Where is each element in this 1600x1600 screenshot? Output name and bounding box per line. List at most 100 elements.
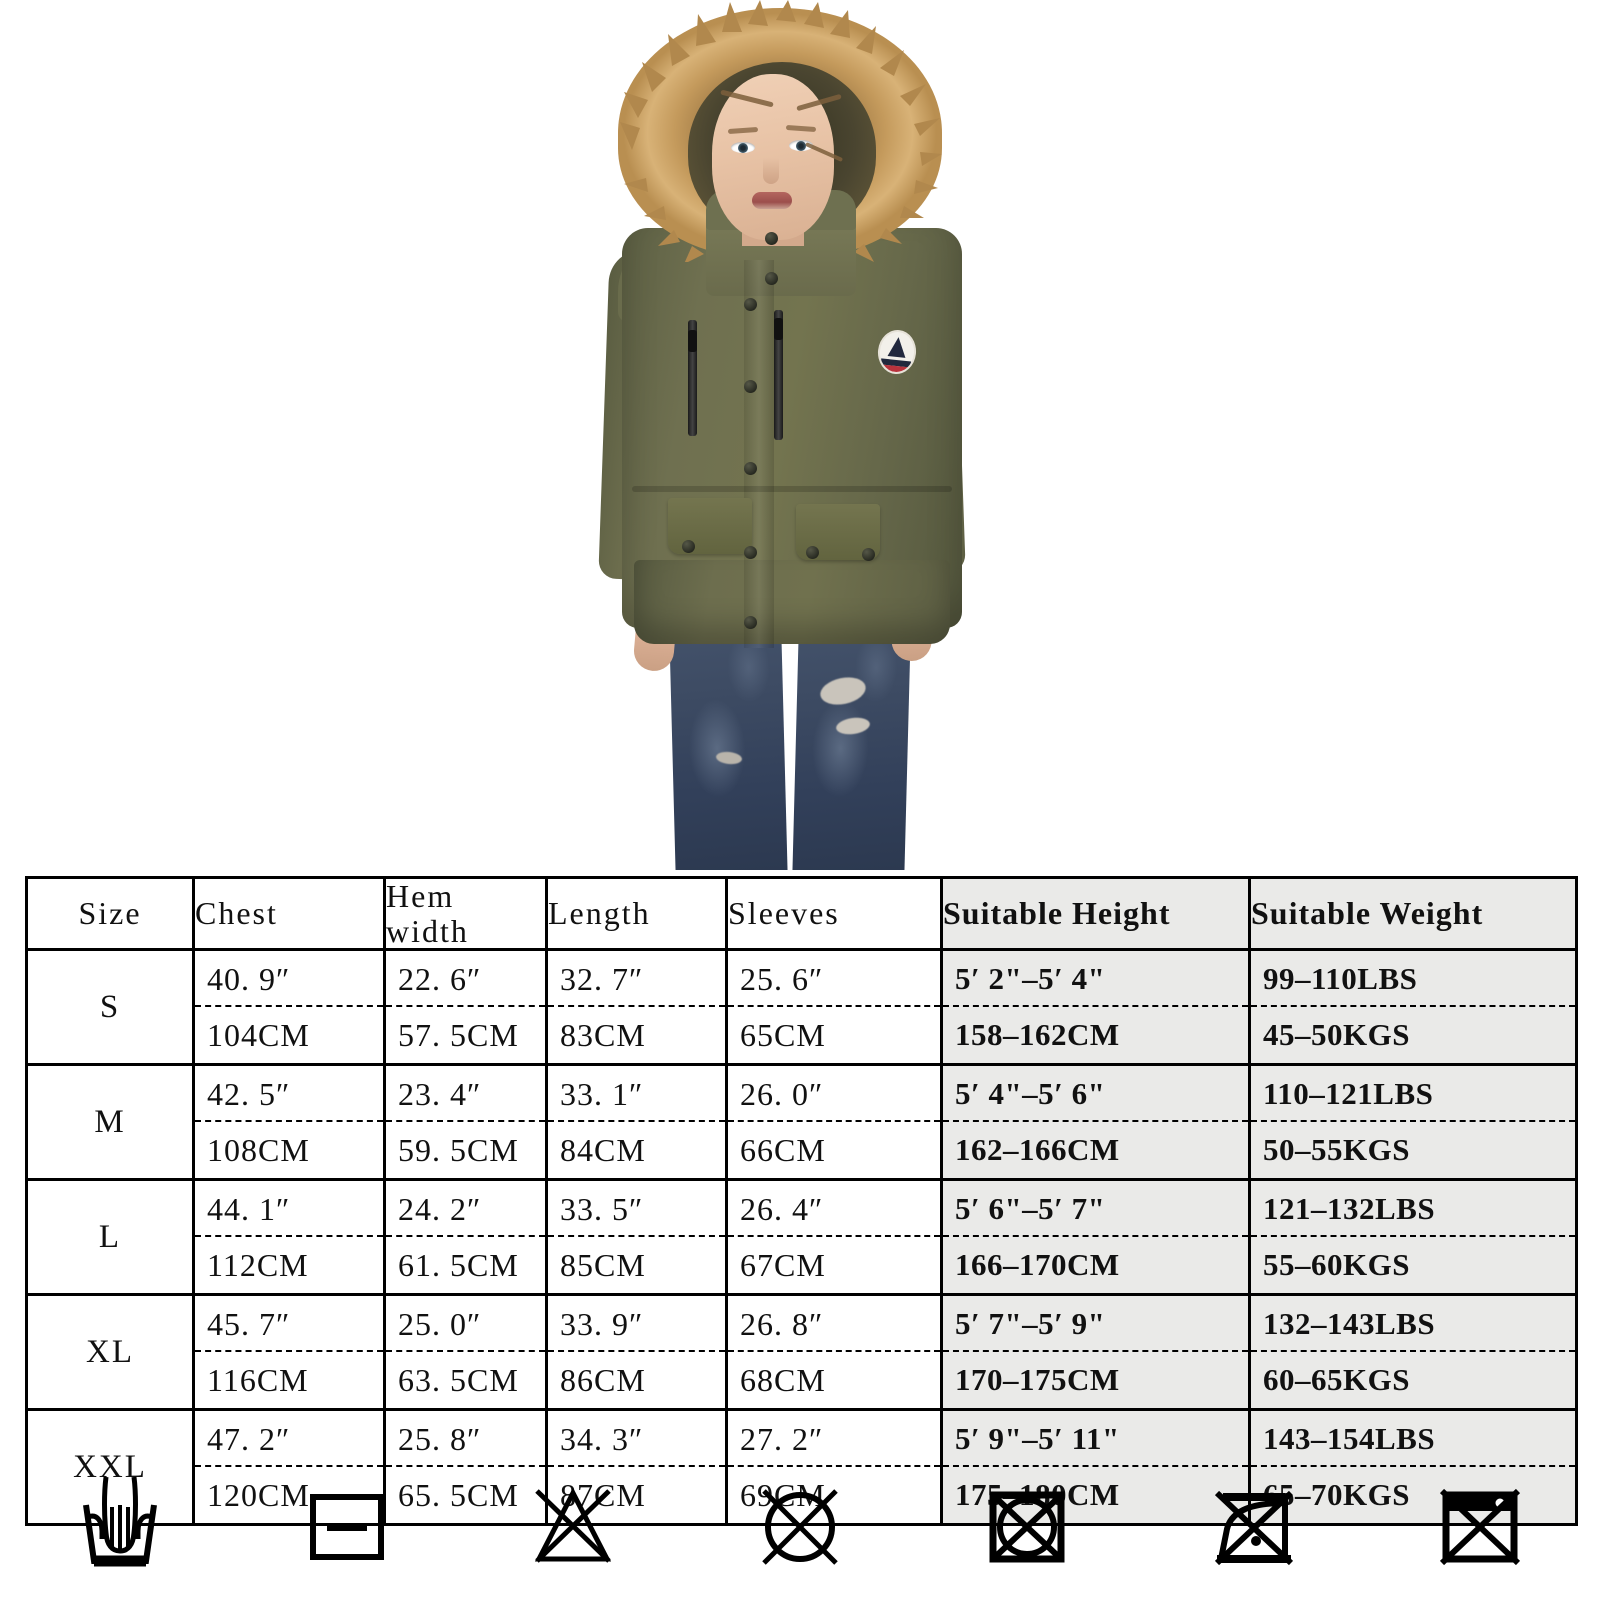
- cell-suitable-height: 5′ 6"–5′ 7" 166–170CM: [940, 1178, 1251, 1297]
- value-inch: 22. 6″: [386, 951, 545, 1008]
- do-not-iron-icon: [1193, 1467, 1313, 1587]
- value-cm: 85CM: [560, 1247, 646, 1284]
- cell-chest: 45. 7″ 116CM: [192, 1293, 386, 1412]
- cell-chest: 44. 1″ 112CM: [192, 1178, 386, 1297]
- header-suitable-weight: Suitable Weight: [1248, 875, 1578, 952]
- cell-length: 33. 9″ 86CM: [545, 1293, 728, 1412]
- value-inch: 25. 6″: [728, 951, 940, 1008]
- jacket-front-placket: [744, 260, 774, 648]
- front-snap: [744, 616, 757, 629]
- value-cm: 65CM: [740, 1017, 826, 1054]
- value-cm: 57. 5CM: [398, 1017, 519, 1054]
- value-cm: 65. 5CM: [398, 1477, 519, 1514]
- do-not-dry-clean-icon: [740, 1467, 860, 1587]
- value-inch: 26. 4″: [728, 1181, 940, 1238]
- value-inch: 26. 8″: [728, 1296, 940, 1353]
- cell-suitable-weight: 143–154LBS 65–70KGS: [1248, 1408, 1578, 1527]
- hand-wash-icon: [60, 1467, 180, 1587]
- value-cm: 104CM: [207, 1017, 310, 1054]
- front-snap: [744, 546, 757, 559]
- cell-suitable-height: 5′ 4"–5′ 6" 162–166CM: [940, 1063, 1251, 1182]
- product-photo: [560, 0, 1020, 870]
- face: [712, 74, 834, 240]
- value-feet: 5′ 7"–5′ 9": [943, 1296, 1248, 1353]
- header-hem-width: Hem width: [383, 875, 548, 952]
- header-suitable-height: Suitable Height: [940, 875, 1251, 952]
- value-cm: 116CM: [207, 1362, 309, 1399]
- cell-sleeves: 27. 2″ 69CM: [725, 1408, 943, 1527]
- value-cm: 170–175CM: [943, 1352, 1248, 1409]
- value-inch: 26. 0″: [728, 1066, 940, 1123]
- jacket-waist-seam: [632, 486, 952, 492]
- value-kgs: 50–55KGS: [1251, 1122, 1575, 1179]
- size-chart-table: Size Chest Hem width Length Sleeves Suit…: [25, 875, 1578, 1527]
- cell-suitable-height: 5′ 2"–5′ 4" 158–162CM: [940, 948, 1251, 1067]
- value-cm: 158–162CM: [943, 1007, 1248, 1064]
- cell-hem-width: 25. 0″ 63. 5CM: [383, 1293, 548, 1412]
- header-size: Size: [25, 875, 195, 952]
- value-feet: 5′ 9"–5′ 11": [943, 1411, 1248, 1468]
- value-cm: 166–170CM: [943, 1237, 1248, 1294]
- value-inch: 25. 0″: [386, 1296, 545, 1353]
- cell-chest: 40. 9″ 104CM: [192, 948, 386, 1067]
- pocket-snap: [682, 540, 695, 553]
- value-inch: 27. 2″: [728, 1411, 940, 1468]
- nose: [763, 158, 779, 184]
- cell-sleeves: 25. 6″ 65CM: [725, 948, 943, 1067]
- cell-suitable-weight: 110–121LBS 50–55KGS: [1248, 1063, 1578, 1182]
- value-lbs: 132–143LBS: [1251, 1296, 1575, 1353]
- value-inch: 33. 9″: [548, 1296, 725, 1353]
- pocket-snap: [806, 546, 819, 559]
- collar-snap: [765, 232, 778, 245]
- header-sleeves: Sleeves: [725, 875, 943, 952]
- header-chest: Chest: [192, 875, 386, 952]
- value-inch: 23. 4″: [386, 1066, 545, 1123]
- cell-sleeves: 26. 0″ 66CM: [725, 1063, 943, 1182]
- cell-size: S: [25, 948, 195, 1067]
- zipper-pull-right: [774, 318, 783, 340]
- iris-right: [796, 141, 806, 151]
- value-inch: 25. 8″: [386, 1411, 545, 1468]
- value-inch: 33. 1″: [548, 1066, 725, 1123]
- cell-length: 32. 7″ 83CM: [545, 948, 728, 1067]
- cell-size: M: [25, 1063, 195, 1182]
- value-cm: 67CM: [740, 1247, 826, 1284]
- mouth: [752, 192, 792, 209]
- dry-flat-icon: [287, 1467, 407, 1587]
- value-inch: 45. 7″: [195, 1296, 383, 1353]
- do-not-machine-wash-icon: [1420, 1467, 1540, 1587]
- table-row: L 44. 1″ 112CM 24. 2″ 61. 5CM 33. 5″ 85C…: [25, 1178, 1578, 1297]
- value-feet: 5′ 2"–5′ 4": [943, 951, 1248, 1008]
- value-lbs: 110–121LBS: [1251, 1066, 1575, 1123]
- value-kgs: 45–50KGS: [1251, 1007, 1575, 1064]
- jacket-hem: [634, 560, 950, 644]
- value-kgs: 65–70KGS: [1251, 1467, 1575, 1524]
- cell-length: 34. 3″ 87CM: [545, 1408, 728, 1527]
- model-figure: [560, 0, 1020, 870]
- zipper-pull-left: [688, 330, 697, 352]
- front-snap: [744, 462, 757, 475]
- value-kgs: 55–60KGS: [1251, 1237, 1575, 1294]
- size-chart: Size Chest Hem width Length Sleeves Suit…: [25, 875, 1578, 1527]
- cell-size: L: [25, 1178, 195, 1297]
- value-lbs: 121–132LBS: [1251, 1181, 1575, 1238]
- value-feet: 5′ 6"–5′ 7": [943, 1181, 1248, 1238]
- front-snap: [744, 298, 757, 311]
- chest-zipper-right: [774, 310, 783, 440]
- table-row: M 42. 5″ 108CM 23. 4″ 59. 5CM 33. 1″ 84C…: [25, 1063, 1578, 1182]
- value-inch: 47. 2″: [195, 1411, 383, 1468]
- value-cm: 61. 5CM: [398, 1247, 519, 1284]
- care-instruction-symbols: [60, 1462, 1540, 1592]
- value-cm: 84CM: [560, 1132, 646, 1169]
- value-cm: 108CM: [207, 1132, 310, 1169]
- cell-hem-width: 23. 4″ 59. 5CM: [383, 1063, 548, 1182]
- value-kgs: 60–65KGS: [1251, 1352, 1575, 1409]
- value-inch: 34. 3″: [548, 1411, 725, 1468]
- jacket-pocket-left: [668, 498, 752, 554]
- table-row: S 40. 9″ 104CM 22. 6″ 57. 5CM 32. 7″ 83C…: [25, 948, 1578, 1067]
- do-not-bleach-icon: [513, 1467, 633, 1587]
- value-lbs: 143–154LBS: [1251, 1411, 1575, 1468]
- cell-hem-width: 25. 8″ 65. 5CM: [383, 1408, 548, 1527]
- value-inch: 32. 7″: [548, 951, 725, 1008]
- value-cm: 112CM: [207, 1247, 309, 1284]
